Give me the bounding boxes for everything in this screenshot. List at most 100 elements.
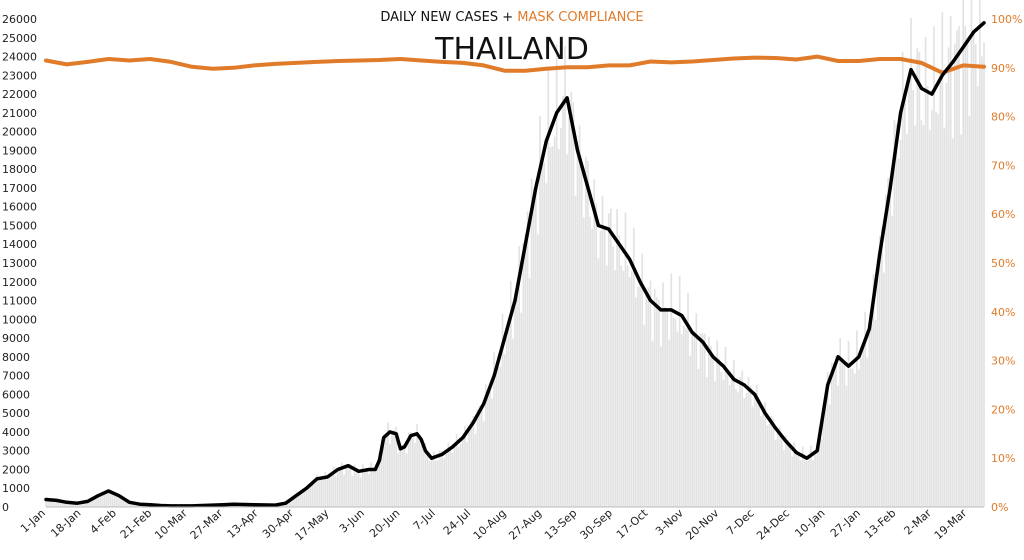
daily-bar	[899, 139, 902, 507]
daily-bar	[837, 385, 839, 507]
daily-bar	[708, 336, 710, 507]
daily-bar	[439, 450, 441, 507]
daily-bar	[956, 30, 958, 508]
daily-bar	[551, 146, 554, 507]
daily-bar	[874, 320, 877, 507]
y-left-tick-label: 1000	[2, 482, 30, 495]
daily-bar	[691, 334, 694, 507]
daily-bar	[818, 426, 821, 507]
daily-bar	[699, 333, 702, 507]
y-left-tick-label: 5000	[2, 407, 30, 420]
daily-bar	[947, 47, 950, 507]
daily-bar	[576, 141, 579, 507]
daily-bar	[847, 340, 850, 507]
daily-bar	[922, 124, 925, 507]
daily-bar	[432, 451, 435, 507]
daily-bar	[916, 48, 919, 508]
x-tick-label: 19-Mar	[932, 506, 970, 542]
daily-bar	[63, 502, 66, 507]
daily-bar	[885, 194, 887, 507]
daily-bar	[97, 497, 99, 507]
x-tick-label: 24-Dec	[754, 507, 792, 543]
daily-bar	[701, 333, 704, 507]
daily-bar	[739, 376, 741, 507]
daily-bar	[318, 478, 320, 507]
daily-bar	[774, 439, 777, 507]
daily-bar	[364, 470, 366, 507]
x-tick-label: 3-Jun	[337, 507, 367, 536]
daily-bar	[618, 235, 621, 507]
daily-bar	[951, 138, 954, 507]
y-left-tick-label: 12000	[2, 276, 37, 289]
y-right-tick-label: 20%	[991, 403, 1015, 416]
daily-bar	[455, 434, 458, 507]
daily-bar	[453, 445, 456, 507]
daily-bar	[741, 370, 744, 507]
daily-bar	[422, 447, 425, 507]
daily-bar	[459, 444, 462, 507]
daily-bar	[735, 389, 737, 507]
x-tick-label: 18-Jan	[48, 507, 83, 540]
y-left-tick-label: 2000	[2, 464, 30, 477]
daily-bar	[391, 432, 393, 507]
daily-bar	[401, 444, 404, 507]
daily-bar	[376, 467, 379, 507]
daily-bar	[730, 379, 733, 507]
daily-bar	[303, 489, 306, 507]
daily-bar	[443, 458, 445, 507]
daily-bar	[491, 398, 493, 507]
daily-bar	[758, 405, 760, 507]
daily-bar	[733, 360, 735, 507]
daily-bar	[620, 265, 623, 507]
series-lines	[44, 21, 986, 508]
daily-bar	[589, 217, 591, 508]
daily-bar	[368, 474, 370, 507]
daily-bar	[603, 226, 606, 507]
daily-bar	[464, 425, 466, 507]
daily-bar	[359, 477, 362, 507]
daily-bar	[328, 477, 331, 507]
daily-bar	[887, 177, 889, 507]
daily-bar	[770, 415, 773, 507]
daily-bar	[626, 265, 629, 507]
daily-bar	[555, 44, 558, 508]
daily-bar	[687, 292, 689, 507]
daily-bar	[437, 460, 439, 507]
daily-bar	[672, 317, 675, 507]
daily-bar	[797, 456, 800, 507]
daily-bar	[93, 497, 95, 507]
y-left-tick-label: 24000	[2, 51, 37, 64]
daily-bar	[526, 211, 529, 507]
daily-bar	[305, 490, 308, 507]
daily-bar	[530, 178, 533, 507]
y-left-tick-label: 14000	[2, 238, 37, 251]
daily-bar	[858, 369, 860, 507]
daily-bar	[122, 498, 124, 507]
daily-bar	[441, 451, 443, 507]
daily-bar	[574, 195, 577, 507]
daily-bar	[297, 496, 300, 507]
daily-bar	[924, 36, 927, 508]
daily-bar	[426, 454, 429, 507]
daily-bar	[935, 111, 937, 508]
daily-bar	[595, 203, 598, 508]
daily-bar	[722, 379, 725, 507]
daily-bar	[362, 464, 364, 507]
daily-bar	[547, 67, 550, 508]
daily-bar	[387, 422, 389, 507]
daily-bar	[783, 449, 785, 507]
daily-bar	[766, 425, 769, 507]
daily-bar	[507, 328, 510, 507]
daily-bar	[689, 355, 691, 507]
daily-bar	[820, 438, 823, 507]
daily-bar	[330, 474, 333, 507]
daily-bar	[810, 445, 812, 507]
x-tick-label: 7-Jul	[411, 507, 438, 533]
y-left-tick-label: 6000	[2, 388, 30, 401]
daily-bar	[897, 158, 900, 507]
daily-bar	[409, 431, 412, 507]
x-tick-label: 4-Feb	[88, 507, 119, 537]
daily-bar	[61, 500, 64, 507]
daily-bar	[545, 183, 548, 508]
daily-bar	[339, 467, 341, 507]
